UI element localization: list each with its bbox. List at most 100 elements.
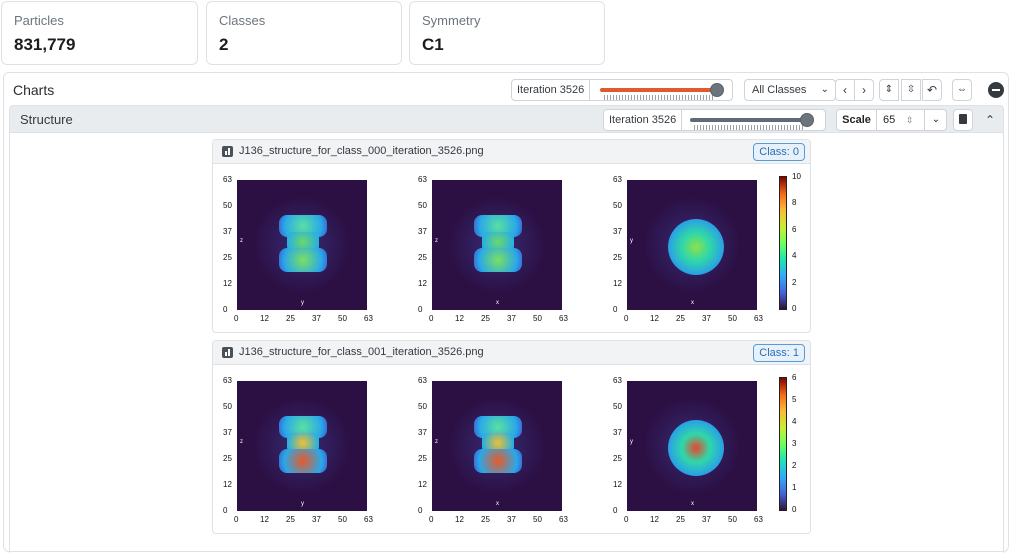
y-tick-label: 0 <box>418 305 423 314</box>
y-tick-label: 25 <box>613 253 622 262</box>
collapse-icon-bar <box>992 89 1000 91</box>
book-icon <box>959 114 967 124</box>
x-tick-label: 12 <box>260 515 269 524</box>
structure-iteration-slider-thumb[interactable] <box>800 113 814 127</box>
image-filename: J136_structure_for_class_000_iteration_3… <box>239 145 484 157</box>
expand-vertical-button[interactable]: ⇕ <box>879 79 899 101</box>
undo-button[interactable]: ↶ <box>922 79 942 101</box>
x-tick-label: 63 <box>754 515 763 524</box>
x-tick-label: 12 <box>260 314 269 323</box>
expand-horizontal-button[interactable]: ⇔ <box>952 79 972 101</box>
structure-image-card-0: J136_structure_for_class_000_iteration_3… <box>212 139 811 333</box>
stat-value: 831,779 <box>14 35 76 54</box>
stat-label: Classes <box>219 13 266 28</box>
y-tick-label: 50 <box>418 201 427 210</box>
axis-letter-x: x <box>496 501 499 507</box>
scale-dropdown-button[interactable]: ⌄ <box>924 110 947 130</box>
x-tick-label: 50 <box>533 314 542 323</box>
colorbar-tick-label: 2 <box>792 277 797 287</box>
y-tick-label: 37 <box>613 428 622 437</box>
stat-label: Symmetry <box>422 13 481 28</box>
x-tick-label: 63 <box>364 314 373 323</box>
scale-input[interactable]: 65 <box>883 114 896 126</box>
y-tick-label: 12 <box>418 480 427 489</box>
image-filename: J136_structure_for_class_001_iteration_3… <box>239 346 484 358</box>
density-blob <box>668 219 724 275</box>
x-tick-label: 12 <box>455 314 464 323</box>
class-filter-select[interactable]: All Classes ⌄ <box>744 79 836 101</box>
x-tick-label: 0 <box>624 515 629 524</box>
x-tick-label: 25 <box>481 314 490 323</box>
bar-chart-icon <box>222 146 233 157</box>
chevron-left-icon: ‹ <box>843 83 847 97</box>
next-button[interactable]: › <box>854 79 874 101</box>
x-tick-label: 0 <box>234 314 239 323</box>
y-tick-label: 63 <box>418 376 427 385</box>
colorbar <box>779 377 787 511</box>
stat-value: C1 <box>422 35 444 54</box>
x-tick-label: 37 <box>312 515 321 524</box>
density-blob <box>474 449 522 473</box>
x-tick-label: 0 <box>234 515 239 524</box>
charts-iteration-slider-track[interactable] <box>600 88 718 92</box>
y-tick-label: 50 <box>613 201 622 210</box>
y-tick-label: 0 <box>613 506 618 515</box>
charts-title: Charts <box>13 82 55 98</box>
stat-label: Particles <box>14 13 64 28</box>
axis-letter-x: x <box>691 300 694 306</box>
axis-letter-y: y <box>630 238 633 244</box>
axis-letter-y: y <box>630 439 633 445</box>
y-tick-label: 37 <box>223 428 232 437</box>
axis-letter-y: z <box>240 439 243 445</box>
class-badge: Class: 0 <box>753 143 805 161</box>
x-tick-label: 25 <box>676 515 685 524</box>
colorbar-tick-label: 4 <box>792 417 797 426</box>
compress-vertical-button[interactable]: ⇳ <box>901 79 921 101</box>
charts-panel: Charts Iteration 3526 All Classes ⌄ ‹ › … <box>3 72 1009 553</box>
y-tick-label: 63 <box>613 376 622 385</box>
y-tick-label: 25 <box>418 253 427 262</box>
x-tick-label: 50 <box>338 515 347 524</box>
axis-letter-y: z <box>435 238 438 244</box>
x-tick-label: 25 <box>676 314 685 323</box>
axis-letter-x: x <box>496 300 499 306</box>
x-tick-label: 37 <box>312 314 321 323</box>
structure-header[interactable]: Structure Iteration 3526 Scale 65 ⇳ ⌄ ⌃ <box>9 105 1004 133</box>
y-tick-label: 63 <box>418 175 427 184</box>
stat-value: 2 <box>219 35 229 54</box>
y-tick-label: 0 <box>223 305 228 314</box>
density-blob <box>474 248 522 272</box>
collapse-icon[interactable] <box>988 82 1004 98</box>
x-tick-label: 37 <box>702 515 711 524</box>
scale-label: Scale <box>837 110 877 130</box>
structure-iteration-control: Iteration 3526 <box>603 109 826 131</box>
structure-plot: y z 63 50 37 25 12 0 0 12 25 37 50 63 x z 63 50 37 25 12 0 0 12… <box>213 365 810 533</box>
density-blob <box>287 433 319 453</box>
structure-iteration-slider-track[interactable] <box>690 118 808 122</box>
spinner-icon[interactable]: ⇳ <box>906 115 914 125</box>
colorbar-tick-label: 5 <box>792 395 797 404</box>
y-tick-label: 0 <box>418 506 423 515</box>
image-card-header: J136_structure_for_class_000_iteration_3… <box>213 140 810 164</box>
density-blob <box>668 420 724 476</box>
structure-title: Structure <box>20 112 73 127</box>
stat-card-classes: Classes 2 <box>206 1 402 65</box>
y-tick-label: 25 <box>418 454 427 463</box>
chevron-up-icon[interactable]: ⌃ <box>984 113 996 127</box>
x-tick-label: 0 <box>429 515 434 524</box>
image-card-header: J136_structure_for_class_001_iteration_3… <box>213 341 810 365</box>
class-filter-value: All Classes <box>752 84 807 96</box>
class-badge: Class: 1 <box>753 344 805 362</box>
previous-button[interactable]: ‹ <box>835 79 855 101</box>
colorbar-tick-label: 0 <box>792 304 797 313</box>
slider-ticks <box>694 125 804 130</box>
axis-letter-x: y <box>301 300 304 306</box>
density-blob <box>482 433 514 453</box>
stat-card-symmetry: Symmetry C1 <box>409 1 605 65</box>
charts-iteration-slider-thumb[interactable] <box>710 83 724 97</box>
x-tick-label: 25 <box>481 515 490 524</box>
book-button[interactable] <box>953 109 973 131</box>
